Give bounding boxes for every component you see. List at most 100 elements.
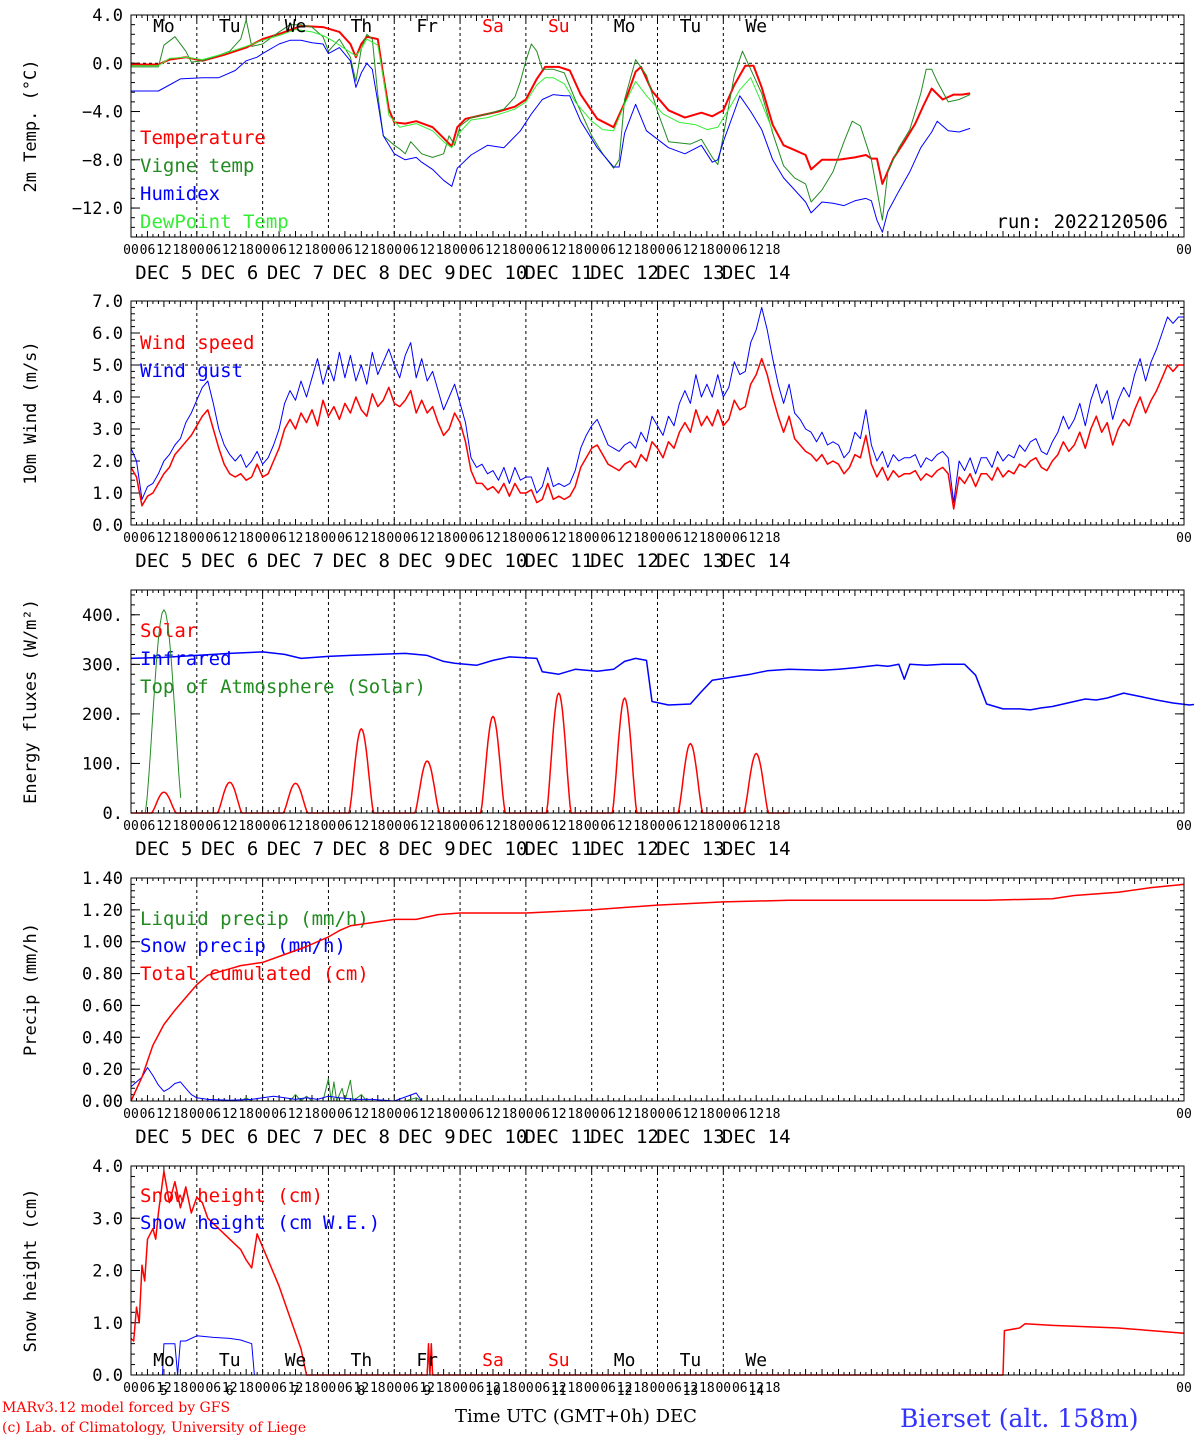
hour-tick-label: 12 [551, 243, 567, 258]
y-tick-label: 3.0 [92, 420, 123, 440]
hour-tick-label: 12 [222, 531, 238, 546]
hour-tick-label: 12 [683, 243, 699, 258]
hour-tick-label: 12 [288, 531, 304, 546]
legend-entry: Total cumulated (cm) [140, 963, 369, 985]
date-label: DEC 5 [135, 838, 192, 860]
hour-tick-label: 06 [271, 531, 287, 546]
day-number-label: 7 [292, 1384, 300, 1399]
y-tick-label: 7.0 [92, 292, 123, 312]
hour-tick-label: 00 [518, 1381, 534, 1396]
hour-tick-label: 00 [189, 1381, 205, 1396]
legend-entry: DewPoint Temp [140, 211, 289, 233]
day-number-label: 11 [551, 1384, 567, 1399]
hour-tick-label: 06 [140, 1381, 156, 1396]
date-label: DEC 12 [590, 1126, 659, 1148]
hour-tick-label: 00 [321, 819, 337, 834]
hour-tick-label: 00 [189, 1107, 205, 1122]
date-label: DEC 12 [590, 262, 659, 284]
date-label: DEC 7 [267, 838, 324, 860]
hour-tick-label: 00 [255, 1381, 271, 1396]
y-tick-label: 4.0 [92, 388, 123, 408]
hour-tick-label: 00 [321, 243, 337, 258]
hour-tick-label: 12 [617, 531, 633, 546]
y-tick-label: 100. [82, 754, 123, 774]
series-line-vigne-temp [131, 19, 971, 221]
hour-tick-label: 06 [271, 819, 287, 834]
hour-tick-label: 18 [436, 531, 452, 546]
hour-tick-label: 12 [419, 531, 435, 546]
hour-tick-label: 06 [205, 1381, 221, 1396]
hour-tick-label: 00 [715, 531, 731, 546]
weekday-label: Fr [416, 1350, 438, 1371]
hour-tick-label: 18 [699, 1381, 715, 1396]
hour-tick-label: 18 [304, 819, 320, 834]
weekday-label: We [285, 16, 307, 37]
hour-tick-label: 06 [535, 243, 551, 258]
hour-tick-label: 18 [502, 1381, 518, 1396]
hour-tick-label: 12 [551, 1107, 567, 1122]
hour-tick-label: 06 [666, 1107, 682, 1122]
hour-tick-label: 06 [600, 531, 616, 546]
hour-tick-label: 06 [732, 819, 748, 834]
hour-tick-label: 12 [288, 819, 304, 834]
hour-tick-label: 12 [354, 243, 370, 258]
hour-tick-label: 18 [502, 819, 518, 834]
legend-entry: Vigne temp [140, 155, 254, 177]
hour-tick-label: 06 [205, 1107, 221, 1122]
hour-tick-label: 06 [337, 819, 353, 834]
weekday-label: Su [548, 16, 570, 37]
date-label: DEC 12 [590, 838, 659, 860]
hour-tick-label: 00 [715, 243, 731, 258]
hour-tick-label: 18 [633, 243, 649, 258]
hour-tick-label: 12 [617, 1381, 633, 1396]
hour-tick-label: 18 [436, 819, 452, 834]
hour-tick-label: 12 [683, 819, 699, 834]
hour-tick-label: 12 [288, 243, 304, 258]
hour-tick-label: 06 [535, 1381, 551, 1396]
day-number-label: 8 [357, 1384, 365, 1399]
hour-tick-label: 00 [386, 243, 402, 258]
hour-tick-label: 00 [452, 243, 468, 258]
hour-tick-label: 18 [436, 243, 452, 258]
y-tick-label: 1.00 [82, 933, 123, 953]
hour-tick-label: 18 [765, 1107, 781, 1122]
hour-tick-label: 18 [502, 531, 518, 546]
date-label: DEC 10 [459, 838, 528, 860]
y-tick-label: 0.40 [82, 1028, 123, 1048]
y-tick-label: 1.0 [92, 484, 123, 504]
hour-tick-label: 06 [403, 1381, 419, 1396]
hour-tick-label: 18 [370, 819, 386, 834]
day-number-label: 6 [226, 1384, 234, 1399]
hour-tick-label: 00 [386, 1381, 402, 1396]
y-tick-label: 0. [103, 804, 123, 824]
hour-tick-label: 18 [238, 531, 254, 546]
y-tick-label: 4.0 [92, 1157, 123, 1177]
y-tick-label: 1.0 [92, 1314, 123, 1334]
weekday-label: Th [351, 1350, 373, 1371]
hour-tick-label: 06 [600, 243, 616, 258]
hour-tick-label: 06 [205, 819, 221, 834]
legend-entry: Top of Atmosphere (Solar) [140, 676, 426, 698]
date-label: DEC 11 [524, 262, 593, 284]
series-line-total-cumulated-cm- [130, 883, 1185, 1102]
hour-tick-label: 00 [452, 531, 468, 546]
y-tick-label: 1.20 [82, 901, 123, 921]
date-label: DEC 7 [267, 1126, 324, 1148]
hour-tick-label: 00 [715, 819, 731, 834]
date-label: DEC 10 [459, 550, 528, 572]
date-label: DEC 5 [135, 550, 192, 572]
date-label: DEC 13 [656, 838, 725, 860]
y-tick-label: 0.20 [82, 1060, 123, 1080]
hour-tick-label: 18 [699, 1107, 715, 1122]
hour-tick-label: 18 [633, 819, 649, 834]
y-axis-title: 2m Temp. (°C) [21, 59, 41, 192]
hour-tick-label: 18 [633, 531, 649, 546]
hour-tick-label: 12 [354, 819, 370, 834]
y-tick-label: −12.0 [72, 199, 123, 219]
hour-tick-label: 12 [419, 1107, 435, 1122]
y-tick-label: 3.0 [92, 1209, 123, 1229]
hour-tick-label: 00 [386, 1107, 402, 1122]
date-label: DEC 12 [590, 550, 659, 572]
series-line-snow-height-cm-w-e- [131, 1335, 1184, 1376]
hour-tick-label: 00 [452, 819, 468, 834]
